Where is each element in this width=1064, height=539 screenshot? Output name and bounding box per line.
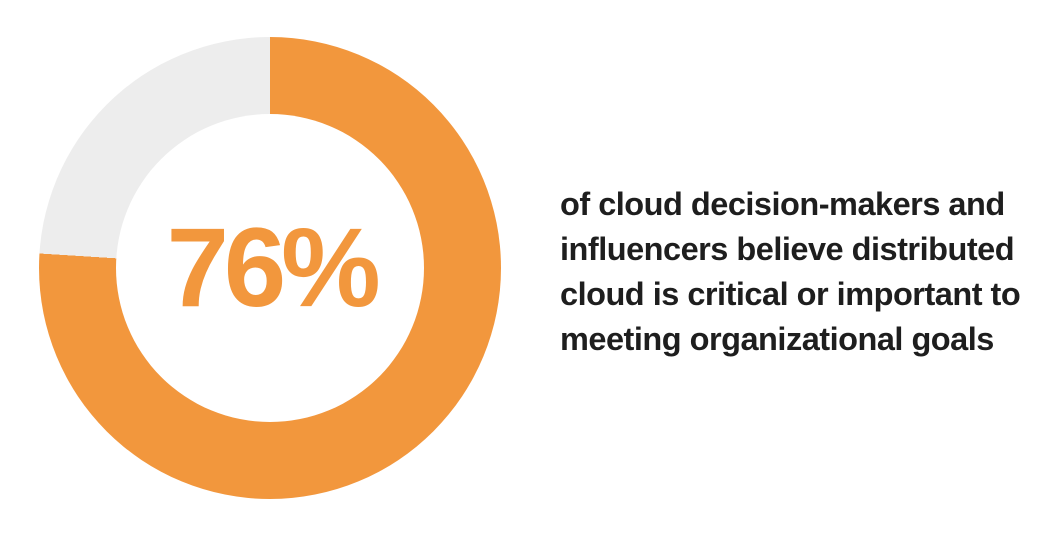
- donut-hole: 76%: [116, 114, 424, 422]
- caption-line-2: influencers believe distributed: [560, 231, 1015, 267]
- caption-line-3: cloud is critical or important to: [560, 276, 1021, 312]
- percentage-label: 76%: [166, 205, 381, 330]
- caption-line-4: meeting organizational goals: [560, 321, 994, 357]
- caption-line-1: of cloud decision-makers and: [560, 186, 1005, 222]
- caption-text: of cloud decision-makers and influencers…: [560, 182, 1040, 362]
- donut-chart: 76%: [39, 37, 501, 499]
